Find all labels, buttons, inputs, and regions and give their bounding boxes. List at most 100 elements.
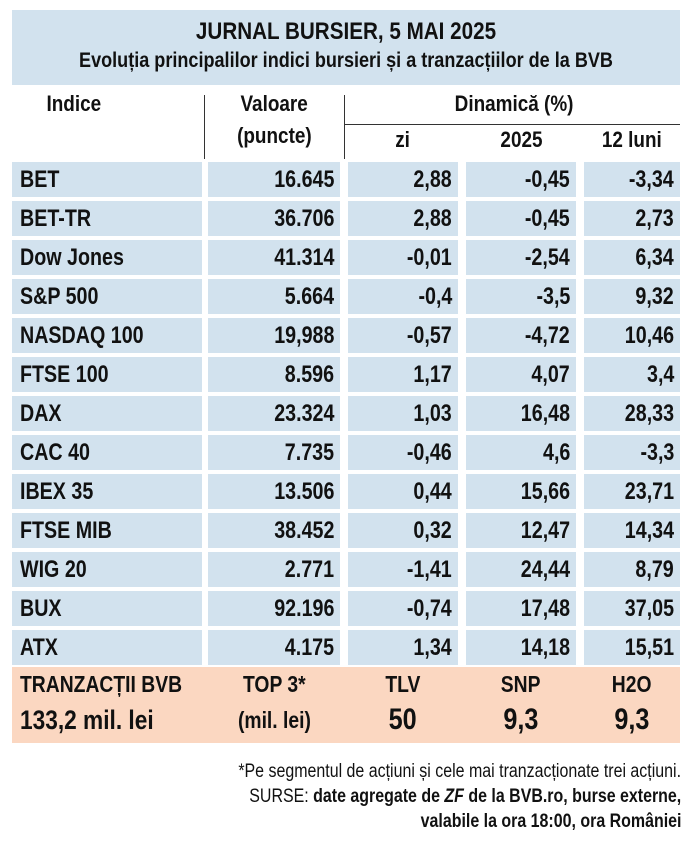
- col-zi: zi: [395, 127, 411, 152]
- change-12m-cell: 6,34: [584, 240, 680, 275]
- index-name: S&P 500: [20, 283, 99, 310]
- index-name-cell: BET: [12, 162, 202, 197]
- index-value-cell: 16.645: [208, 162, 340, 197]
- change-12m: 2,73: [635, 205, 674, 232]
- change-day: 2,88: [413, 166, 452, 193]
- change-ytd-cell: -2,54: [466, 240, 576, 275]
- change-ytd: -3,5: [536, 283, 570, 310]
- change-12m-cell: 37,05: [584, 591, 680, 626]
- table-row: BUX 92.196 -0,74 17,48 37,05: [12, 589, 680, 628]
- index-value-cell: 13.506: [208, 474, 340, 509]
- title-box: JURNAL BURSIER, 5 MAI 2025 Evoluția prin…: [12, 10, 680, 85]
- index-name: BET: [20, 166, 60, 193]
- source-line-1: SURSE: date agregate de ZF de la BVB.ro,…: [167, 785, 681, 809]
- change-ytd: 12,47: [520, 517, 570, 544]
- change-12m: 23,71: [624, 478, 674, 505]
- change-12m-cell: 10,46: [584, 318, 680, 353]
- index-name-cell: IBEX 35: [12, 474, 202, 509]
- change-12m-cell: 14,34: [584, 513, 680, 548]
- table-row: ATX 4.175 1,34 14,18 15,51: [12, 628, 680, 667]
- index-name-cell: NASDAQ 100: [12, 318, 202, 353]
- change-12m-cell: -3,3: [584, 435, 680, 470]
- change-day-cell: 2,88: [348, 201, 458, 236]
- change-ytd-cell: -3,5: [466, 279, 576, 314]
- index-name-cell: BET-TR: [12, 201, 202, 236]
- source-line-2: valabile la ora 18:00, ora României: [371, 810, 681, 834]
- change-ytd: 14,18: [520, 634, 570, 661]
- index-name-cell: FTSE MIB: [12, 513, 202, 548]
- stock-value: 9,3: [503, 703, 539, 736]
- change-ytd: -0,45: [525, 205, 570, 232]
- index-value: 16.645: [273, 166, 334, 193]
- index-name: CAC 40: [20, 439, 90, 466]
- index-value: 38.452: [273, 517, 334, 544]
- change-day-cell: 2,88: [348, 162, 458, 197]
- index-name: FTSE 100: [20, 361, 109, 388]
- col-12-luni: 12 luni: [602, 127, 662, 152]
- change-ytd-cell: 15,66: [466, 474, 576, 509]
- col-puncte: (puncte): [236, 123, 312, 148]
- change-day: 0,32: [413, 517, 452, 544]
- table-row: NASDAQ 100 19,988 -0,57 -4,72 10,46: [12, 316, 680, 355]
- bvb-total: 133,2 mil. lei: [20, 705, 154, 735]
- change-ytd-cell: -0,45: [466, 201, 576, 236]
- change-12m: 15,51: [624, 634, 674, 661]
- index-name-cell: BUX: [12, 591, 202, 626]
- index-value: 2.771: [284, 556, 334, 583]
- stock-symbol: H2O: [612, 671, 652, 697]
- change-12m: 6,34: [635, 244, 674, 271]
- index-value: 23.324: [273, 400, 334, 427]
- change-ytd-cell: -4,72: [466, 318, 576, 353]
- change-12m-cell: 28,33: [584, 396, 680, 431]
- index-value-cell: 38.452: [208, 513, 340, 548]
- index-value-cell: 2.771: [208, 552, 340, 587]
- change-ytd: -0,45: [525, 166, 570, 193]
- change-day-cell: 0,32: [348, 513, 458, 548]
- stock-symbol: TLV: [385, 671, 421, 697]
- table-row: FTSE 100 8.596 1,17 4,07 3,4: [12, 355, 680, 394]
- source-text-2: de la BVB.ro, burse externe,: [463, 786, 681, 807]
- index-value: 13.506: [273, 478, 334, 505]
- change-12m: 10,46: [624, 322, 674, 349]
- change-day-cell: -0,4: [348, 279, 458, 314]
- top3-label: TOP 3*: [242, 671, 306, 697]
- index-value: 4.175: [284, 634, 334, 661]
- index-name: ATX: [20, 634, 58, 661]
- index-value: 19,988: [273, 322, 334, 349]
- table-row: FTSE MIB 38.452 0,32 12,47 14,34: [12, 511, 680, 550]
- change-day: 0,44: [413, 478, 452, 505]
- table-row: S&P 500 5.664 -0,4 -3,5 9,32: [12, 277, 680, 316]
- index-name: Dow Jones: [20, 244, 124, 271]
- change-day: 1,34: [413, 634, 452, 661]
- page-title: JURNAL BURSIER, 5 MAI 2025: [195, 18, 497, 45]
- change-12m: 9,32: [635, 283, 674, 310]
- change-12m: 37,05: [624, 595, 674, 622]
- table-header: Indice Valoare (puncte) Dinamică (%) zi …: [12, 88, 680, 160]
- page-subtitle: Evoluția principalilor indici bursieri ș…: [79, 49, 613, 72]
- change-day: 1,17: [413, 361, 452, 388]
- change-day-cell: -0,46: [348, 435, 458, 470]
- change-12m-cell: 9,32: [584, 279, 680, 314]
- change-12m: 8,79: [635, 556, 674, 583]
- index-name-cell: FTSE 100: [12, 357, 202, 392]
- index-value: 92.196: [273, 595, 334, 622]
- change-12m-cell: 15,51: [584, 630, 680, 665]
- change-day-cell: 1,17: [348, 357, 458, 392]
- source-prefix: SURSE:: [249, 786, 313, 807]
- index-value-cell: 4.175: [208, 630, 340, 665]
- index-name: WIG 20: [20, 556, 87, 583]
- header-divider-h: [344, 124, 680, 125]
- index-name-cell: ATX: [12, 630, 202, 665]
- change-ytd: 4,07: [531, 361, 570, 388]
- table-row: WIG 20 2.771 -1,41 24,44 8,79: [12, 550, 680, 589]
- change-day-cell: 1,34: [348, 630, 458, 665]
- change-day: -1,41: [407, 556, 452, 583]
- change-day: -0,74: [407, 595, 452, 622]
- change-12m-cell: -3,34: [584, 162, 680, 197]
- col-valoare: Valoare: [240, 91, 308, 116]
- index-table: BET 16.645 2,88 -0,45 -3,34 BET-TR 36.706 2,88 -…: [12, 160, 680, 667]
- table-row: IBEX 35 13.506 0,44 15,66 23,71: [12, 472, 680, 511]
- index-name-cell: Dow Jones: [12, 240, 202, 275]
- change-day-cell: -1,41: [348, 552, 458, 587]
- top3-unit: (mil. lei): [237, 707, 311, 733]
